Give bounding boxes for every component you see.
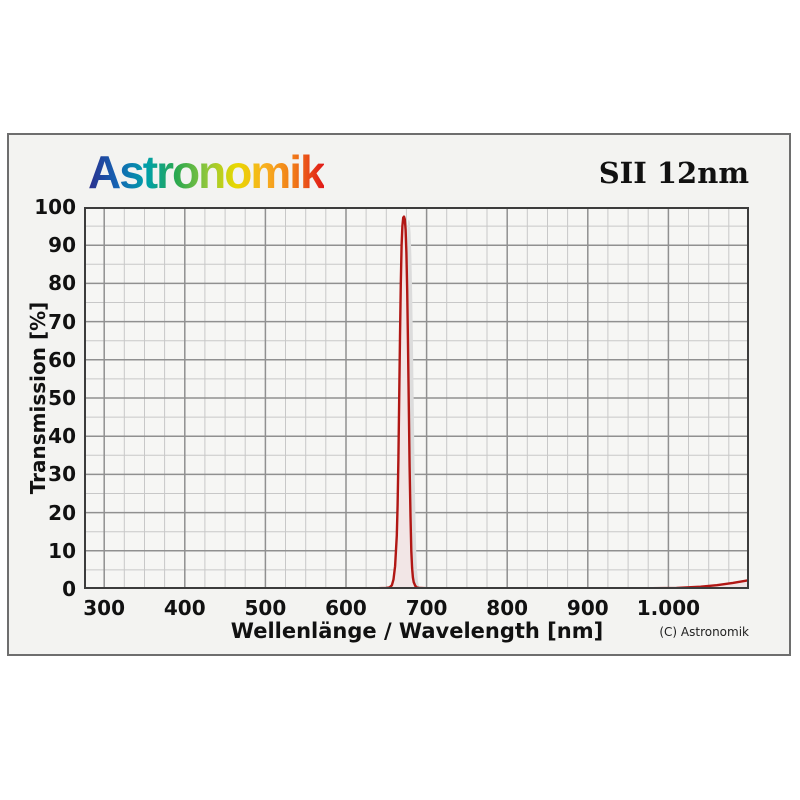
x-axis-title: Wellenlänge / Wavelength [nm] [230,619,604,643]
y-tick-label: 70 [48,309,76,334]
filter-title: SII 12nm [598,156,749,190]
plot-area [84,207,749,589]
y-tick-label: 50 [48,386,76,410]
y-tick-label: 90 [48,233,76,258]
astronomik-logo: Astronomik [88,146,326,198]
plot-svg [84,207,749,589]
x-tick-label: 1.000 [636,596,701,620]
x-tick-label: 300 [83,596,126,620]
x-tick-label: 500 [244,596,287,620]
y-tick-label: 100 [34,195,76,219]
x-tick-label: 900 [566,596,609,620]
y-tick-label: 40 [48,424,76,449]
copyright-text: (C) Astronomik [659,625,749,639]
y-tick-label: 0 [62,577,76,601]
x-tick-label: 800 [486,596,529,620]
x-tick-label: 600 [325,596,367,620]
y-tick-label: 80 [48,271,76,296]
y-tick-label: 30 [48,462,76,487]
x-tick-label: 400 [163,596,206,620]
chart-panel: Astronomik SII 12nm Transmission [%] 0 10… [7,133,791,656]
y-tick-label: 60 [48,347,76,372]
x-tick-label: 700 [405,596,448,620]
y-tick-label: 10 [48,538,76,563]
y-axis-title: Transmission [%] [26,301,50,495]
y-tick-label: 20 [48,500,76,525]
